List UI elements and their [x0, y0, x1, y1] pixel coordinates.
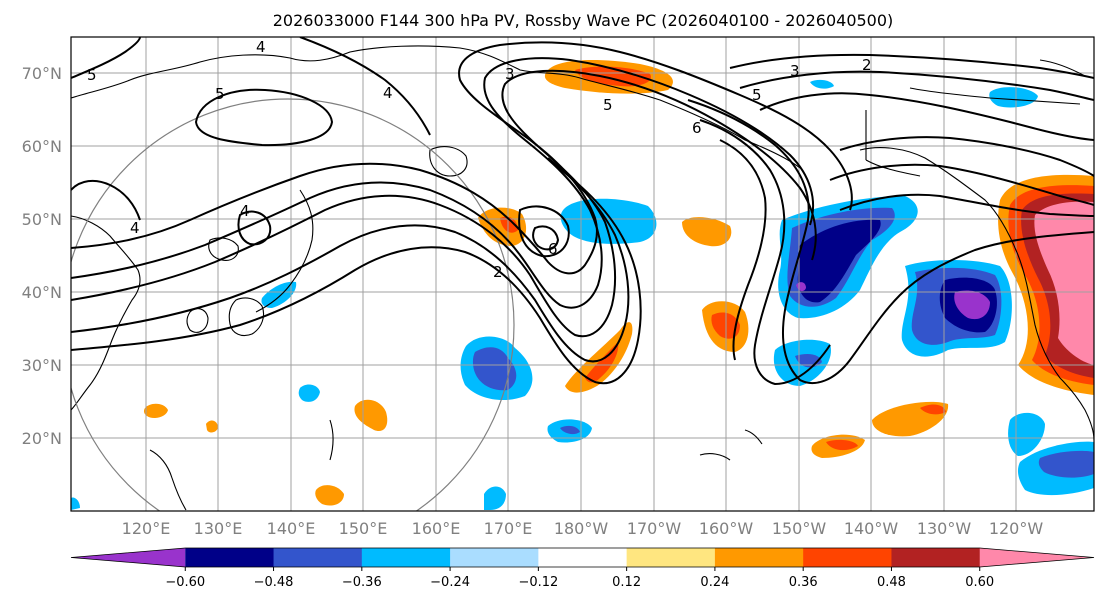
lon-label: 180°W	[554, 519, 609, 538]
anomaly-ne-small-negative	[989, 87, 1038, 108]
shaded-anomalies	[71, 60, 1094, 510]
anomaly-se-negative-b-blue	[1038, 450, 1094, 478]
lat-label: 20°N	[22, 429, 62, 448]
colorbar-segment	[185, 548, 275, 567]
colorbar-segment	[626, 548, 716, 567]
colorbar-tick-label: −0.36	[342, 575, 382, 590]
contour-label: 6	[692, 119, 702, 137]
anomaly-dateline-positive	[478, 207, 527, 246]
lon-label: 170°W	[627, 519, 682, 538]
lon-label: 140°W	[844, 519, 899, 538]
contour-label: 3	[790, 62, 800, 80]
contour-label: 5	[215, 85, 225, 103]
colorbar-tick-label: 0.48	[877, 575, 906, 590]
map-panel: 4 5 5 4 3 2 3 5 4 6 2 6 4 5	[70, 36, 1095, 512]
anomaly-small-negative-e	[71, 497, 80, 510]
colorbar-segment	[273, 548, 363, 567]
colorbar-tick-label: 0.24	[700, 575, 729, 590]
reference-circle	[71, 98, 515, 511]
colorbar-segment	[714, 548, 804, 567]
anomaly-south-positive-a-red	[826, 439, 858, 451]
colorbar-tick-label: 0.12	[612, 575, 641, 590]
graticule	[71, 37, 1094, 511]
anomaly-subtropical-positive-red	[585, 342, 619, 383]
anomaly-south-positive-b-red	[920, 404, 946, 415]
colorbar-tick-label: −0.24	[430, 575, 470, 590]
contour-labels: 4 5 5 4 3 2 3 5 4 6 2 6 4 5	[87, 38, 872, 281]
lat-label: 50°N	[22, 210, 62, 229]
colorbar-tick-label: −0.48	[254, 575, 294, 590]
map-frame	[70, 36, 1095, 512]
latitude-labels: 70°N 60°N 50°N 40°N 30°N 20°N	[22, 64, 62, 448]
contour-label: 3	[505, 65, 515, 83]
lon-label: 140°E	[267, 519, 316, 538]
colorbar-tick-label: −0.60	[165, 575, 205, 590]
lon-label: 130°W	[917, 519, 972, 538]
lat-label: 70°N	[22, 64, 62, 83]
colorbar-segment	[891, 548, 981, 567]
lon-label: 120°E	[122, 519, 171, 538]
anomaly-west-coast-pink	[1034, 201, 1094, 365]
anomaly-165w-positive	[682, 217, 732, 247]
lat-label: 60°N	[22, 137, 62, 156]
anomaly-dateline-red	[500, 216, 518, 233]
contour-label: 5	[87, 66, 97, 84]
colorbar: −0.60 −0.48 −0.36 −0.24 −0.12 0.12 0.24 0.36 0.4…	[70, 547, 1095, 590]
anomaly-small-positive-b	[143, 403, 168, 418]
contour-label: 5	[752, 86, 762, 104]
colorbar-tick-label: 0.60	[965, 575, 994, 590]
contour-label: 4	[256, 38, 266, 56]
anomaly-central-pacific-negative	[560, 198, 657, 244]
contour-label: 6	[548, 240, 558, 258]
lon-label: 150°E	[339, 519, 388, 538]
colorbar-tick-label: 0.36	[789, 575, 818, 590]
anomaly-small-positive-d	[315, 485, 344, 506]
anomaly-east-pacific-purple	[954, 290, 990, 320]
contour-label: 4	[130, 219, 140, 237]
colorbar-segment	[803, 548, 892, 567]
anomaly-small-positive-c	[206, 420, 218, 433]
colorbar-segment	[979, 548, 1094, 567]
anomaly-small-negative-d	[484, 486, 506, 510]
lon-label: 120°W	[989, 519, 1044, 538]
contour-label: 4	[240, 202, 250, 220]
contour-label: 5	[603, 96, 613, 114]
contour-label: 2	[493, 263, 503, 281]
map-title: 2026033000 F144 300 hPa PV, Rossby Wave …	[273, 11, 894, 30]
contour-label: 4	[383, 84, 393, 102]
coastlines	[71, 45, 1094, 511]
anomaly-ne-pacific-navy	[797, 219, 881, 303]
lon-label: 160°E	[412, 519, 461, 538]
anomaly-ne-small-negative-2	[810, 79, 834, 89]
lat-label: 30°N	[22, 356, 62, 375]
lon-label: 170°E	[484, 519, 533, 538]
anomaly-small-negative-a-blue	[560, 425, 580, 435]
lon-label: 160°W	[699, 519, 754, 538]
lon-label: 150°W	[772, 519, 827, 538]
lat-label: 40°N	[22, 283, 62, 302]
colorbar-segment	[450, 548, 539, 567]
colorbar-segment	[71, 548, 186, 567]
anomaly-se-negative-a	[1008, 412, 1045, 456]
longitude-labels: 120°E 130°E 140°E 150°E 160°E 170°E 180°…	[122, 519, 1044, 538]
colorbar-tick-label: −0.12	[518, 575, 558, 590]
anomaly-west-pacific-blue	[472, 347, 517, 391]
anomaly-small-negative-b	[298, 384, 320, 402]
lon-label: 130°E	[194, 519, 243, 538]
colorbar-segment	[538, 548, 628, 567]
pv-contours	[71, 37, 1094, 386]
contour-label: 2	[862, 56, 872, 74]
colorbar-segment	[361, 548, 451, 567]
